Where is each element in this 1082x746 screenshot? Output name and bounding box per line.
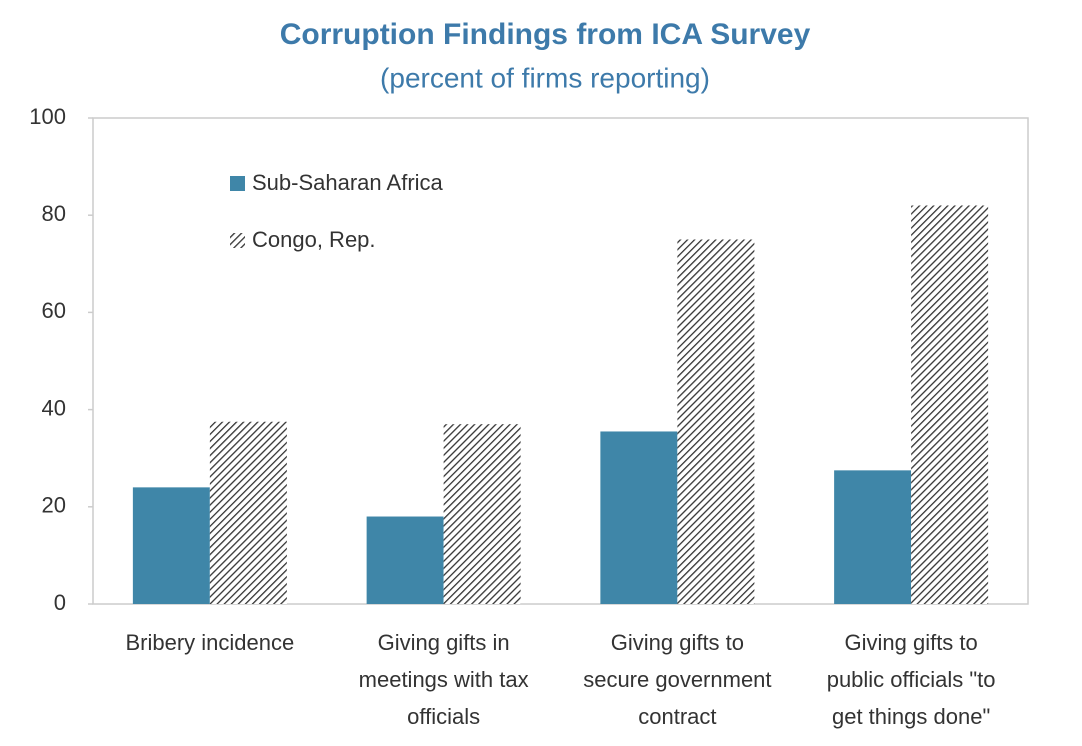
- bar: [600, 431, 678, 604]
- x-tick-label: public officials "to: [827, 667, 996, 692]
- y-tick-label: 100: [29, 104, 66, 129]
- bar: [834, 470, 912, 604]
- legend-swatch: [230, 233, 245, 248]
- x-tick-label: secure government: [583, 667, 771, 692]
- x-tick-label: Giving gifts to: [611, 630, 744, 655]
- y-tick-label: 80: [42, 201, 66, 226]
- bar: [209, 421, 287, 604]
- x-tick-label: Giving gifts in: [378, 630, 510, 655]
- bar: [677, 239, 755, 604]
- x-tick-label: get things done": [832, 704, 990, 729]
- legend-label: Sub-Saharan Africa: [252, 170, 444, 195]
- bar: [132, 487, 210, 604]
- y-tick-label: 0: [54, 590, 66, 615]
- x-tick-label: meetings with tax: [359, 667, 529, 692]
- chart-title: Corruption Findings from ICA Survey: [280, 18, 811, 51]
- x-tick-label: officials: [407, 704, 480, 729]
- bar: [911, 205, 989, 605]
- y-tick-label: 20: [42, 493, 66, 518]
- bar: [443, 424, 521, 604]
- chart-subtitle: (percent of firms reporting): [380, 62, 710, 93]
- x-tick-label: Bribery incidence: [126, 630, 295, 655]
- plot-area: [92, 117, 1029, 605]
- x-tick-label: Giving gifts to: [844, 630, 977, 655]
- x-tick-label: contract: [638, 704, 716, 729]
- legend-label: Congo, Rep.: [252, 227, 376, 252]
- y-tick-label: 40: [42, 395, 66, 420]
- bar: [366, 516, 444, 604]
- legend-swatch: [230, 176, 245, 191]
- y-tick-label: 60: [42, 298, 66, 323]
